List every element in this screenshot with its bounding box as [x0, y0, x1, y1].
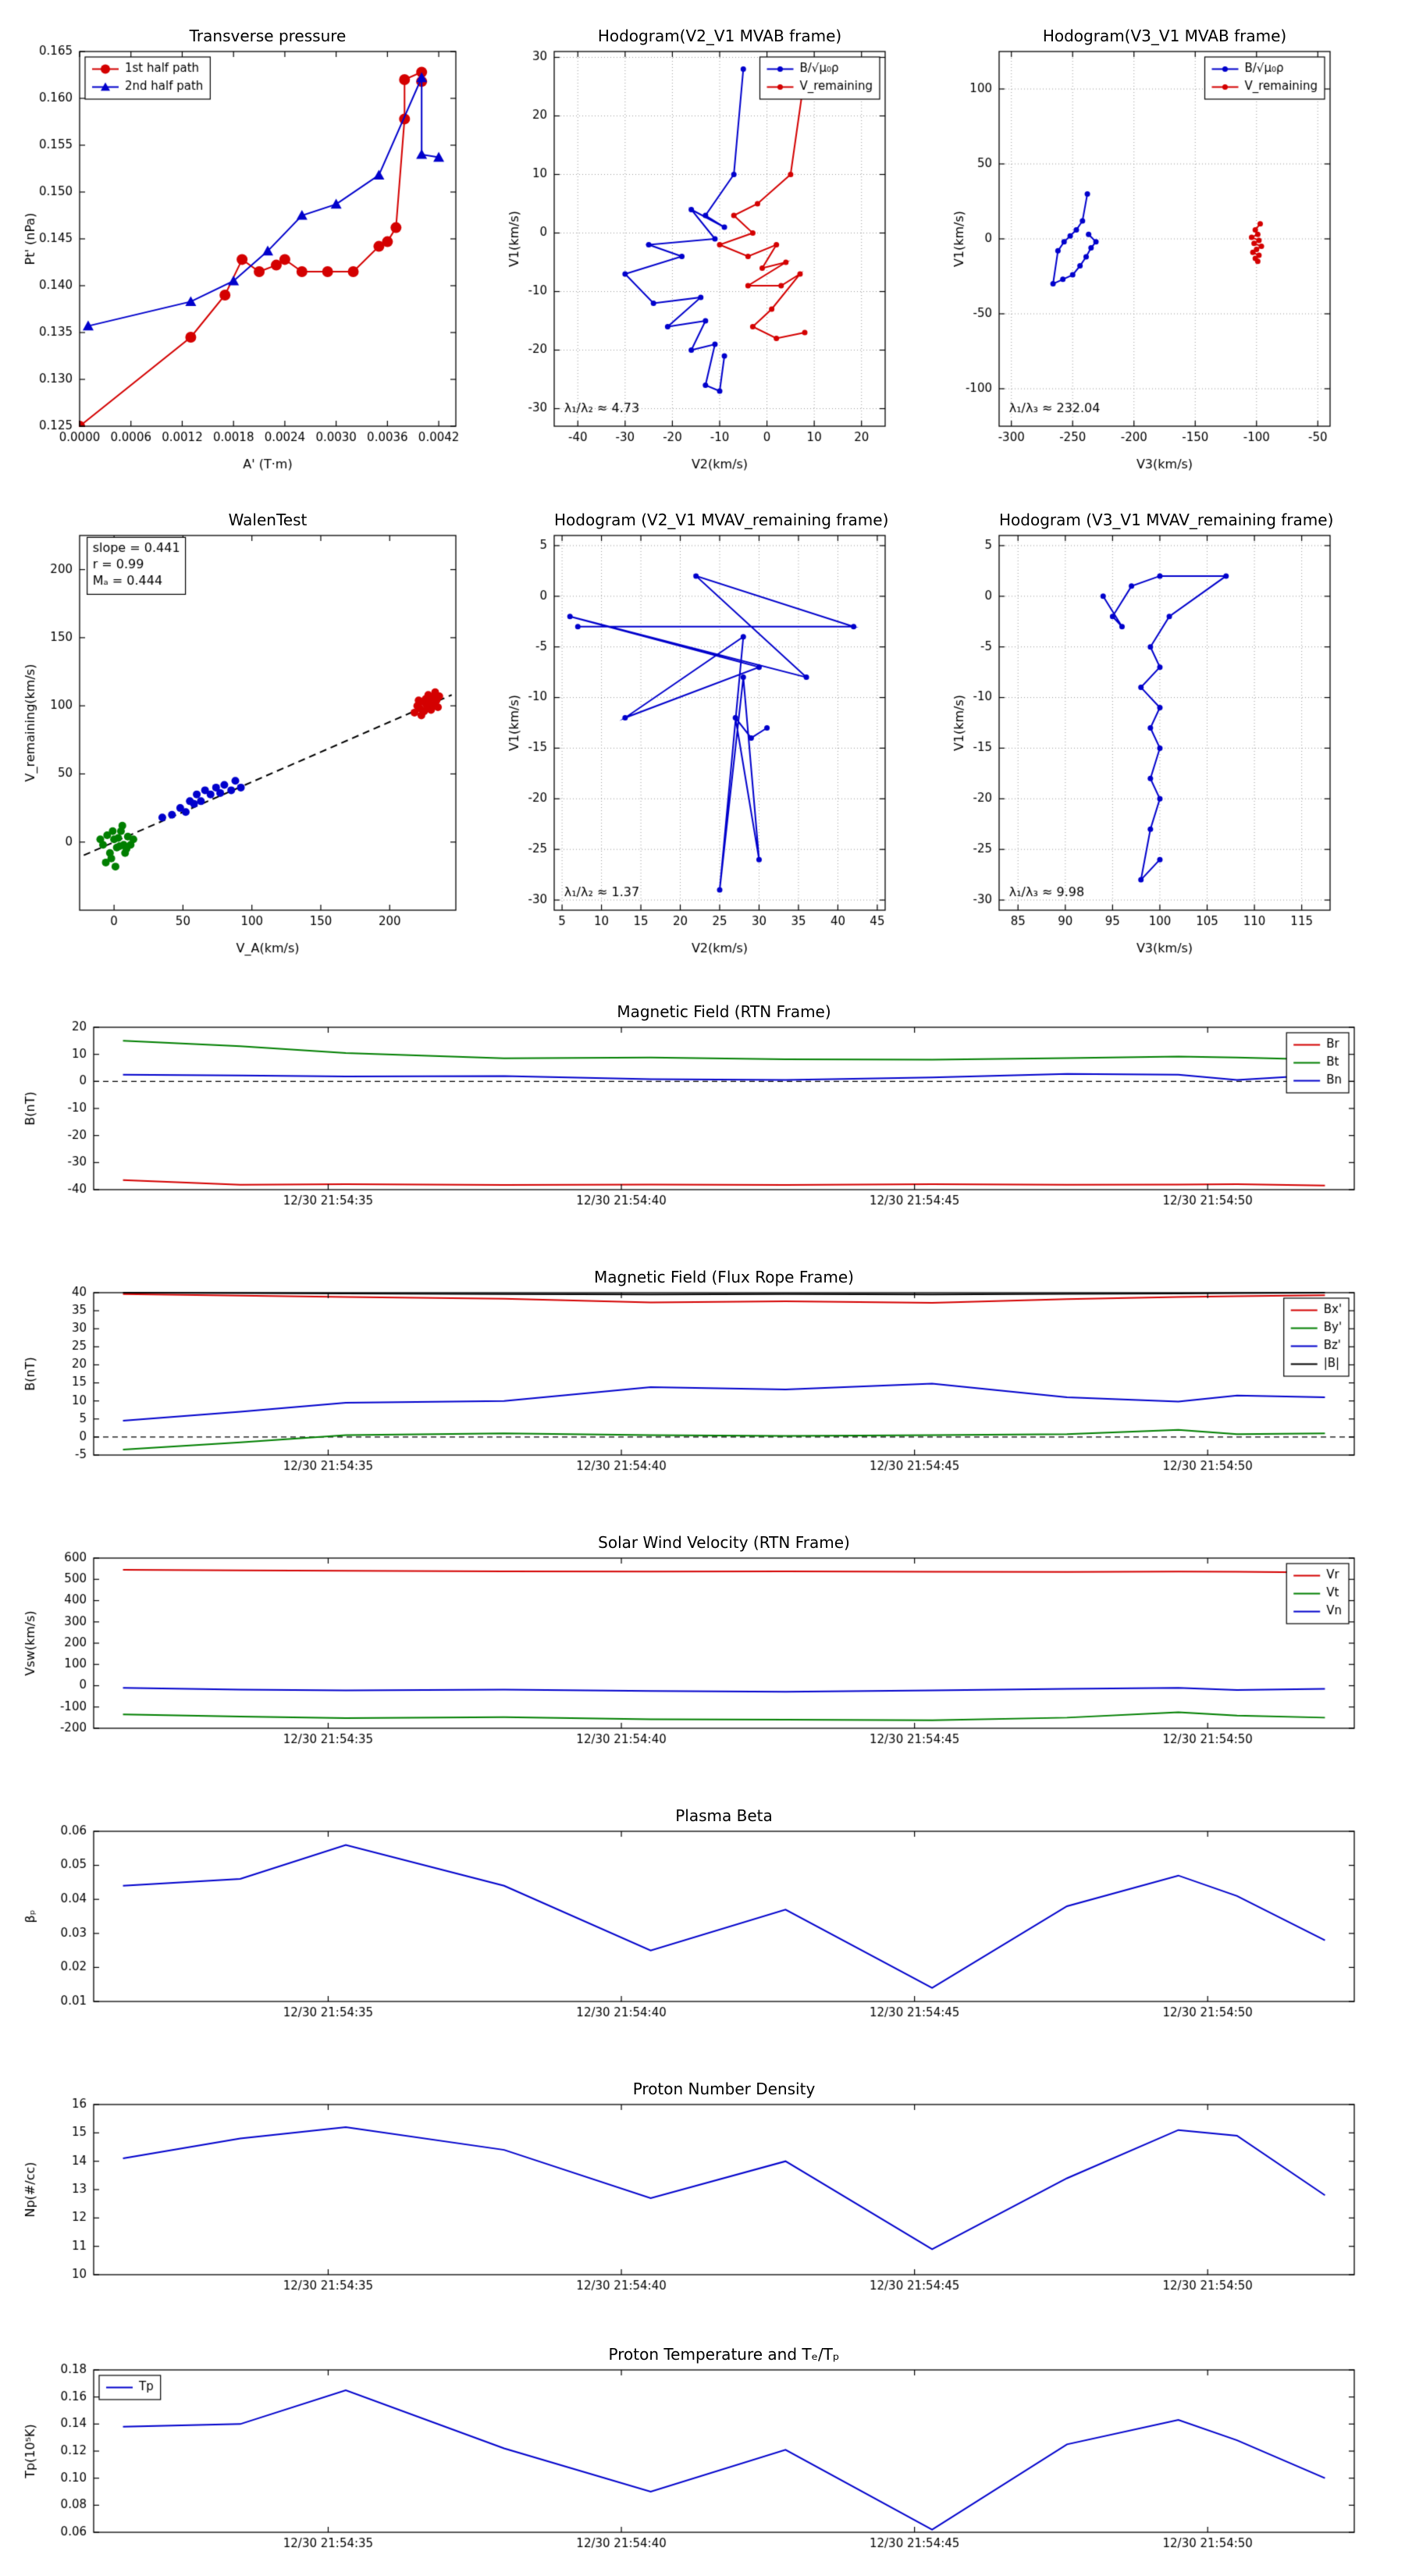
chart-hodogram-v3v1-mvav: Hodogram (V3_V1 MVAV_remaining frame) — [944, 500, 1343, 960]
chart-magnetic-field-rtn: Magnetic Field (RTN Frame) — [16, 991, 1389, 1226]
chart-solar-wind-velocity: Solar Wind Velocity (RTN Frame) — [16, 1522, 1389, 1764]
chart-title: Hodogram(V3_V1 MVAB frame) — [1042, 27, 1287, 45]
chart-title: Magnetic Field (RTN Frame) — [617, 1002, 831, 1021]
chart-title: Transverse pressure — [189, 27, 347, 45]
hodogram-v3v1-mvab-canvas — [944, 16, 1343, 476]
chart-magnetic-field-flux-rope: Magnetic Field (Flux Rope Frame) — [16, 1257, 1389, 1491]
chart-hodogram-v2v1-mvav: Hodogram (V2_V1 MVAV_remaining frame) — [500, 500, 898, 960]
chart-proton-density: Proton Number Density — [16, 2069, 1389, 2311]
proton-temperature-canvas — [16, 2334, 1389, 2568]
hodogram-v3v1-mvav-canvas — [944, 500, 1343, 960]
chart-plasma-beta: Plasma Beta — [16, 1795, 1389, 2037]
solar-wind-velocity-canvas — [16, 1522, 1389, 1764]
chart-proton-temperature: Proton Temperature and Tₑ/Tₚ — [16, 2334, 1389, 2568]
hodogram-v2v1-mvav-canvas — [500, 500, 898, 960]
chart-transverse-pressure: Transverse pressure — [16, 16, 468, 476]
chart-title: WalenTest — [228, 511, 308, 529]
chart-hodogram-v2v1-mvab: Hodogram(V2_V1 MVAB frame) — [500, 16, 898, 476]
chart-title: Plasma Beta — [675, 1806, 773, 1825]
magnetic-field-flux-rope-canvas — [16, 1257, 1389, 1491]
proton-density-canvas — [16, 2069, 1389, 2311]
chart-hodogram-v3v1-mvab: Hodogram(V3_V1 MVAB frame) — [944, 16, 1343, 476]
transverse-pressure-canvas — [16, 16, 468, 476]
chart-title: Magnetic Field (Flux Rope Frame) — [594, 1268, 854, 1286]
magnetic-field-rtn-canvas — [16, 991, 1389, 1226]
walen-test-canvas — [16, 500, 468, 960]
hodogram-v2v1-mvab-canvas — [500, 16, 898, 476]
chart-title: Solar Wind Velocity (RTN Frame) — [598, 1533, 850, 1552]
chart-walen-test: WalenTest — [16, 500, 468, 960]
chart-title: Proton Number Density — [632, 2080, 816, 2098]
chart-title: Hodogram(V2_V1 MVAB frame) — [597, 27, 842, 45]
plasma-beta-canvas — [16, 1795, 1389, 2037]
chart-title: Proton Temperature and Tₑ/Tₚ — [608, 2345, 840, 2364]
chart-title: Hodogram (V2_V1 MVAV_remaining frame) — [554, 511, 889, 529]
chart-title: Hodogram (V3_V1 MVAV_remaining frame) — [999, 511, 1334, 529]
